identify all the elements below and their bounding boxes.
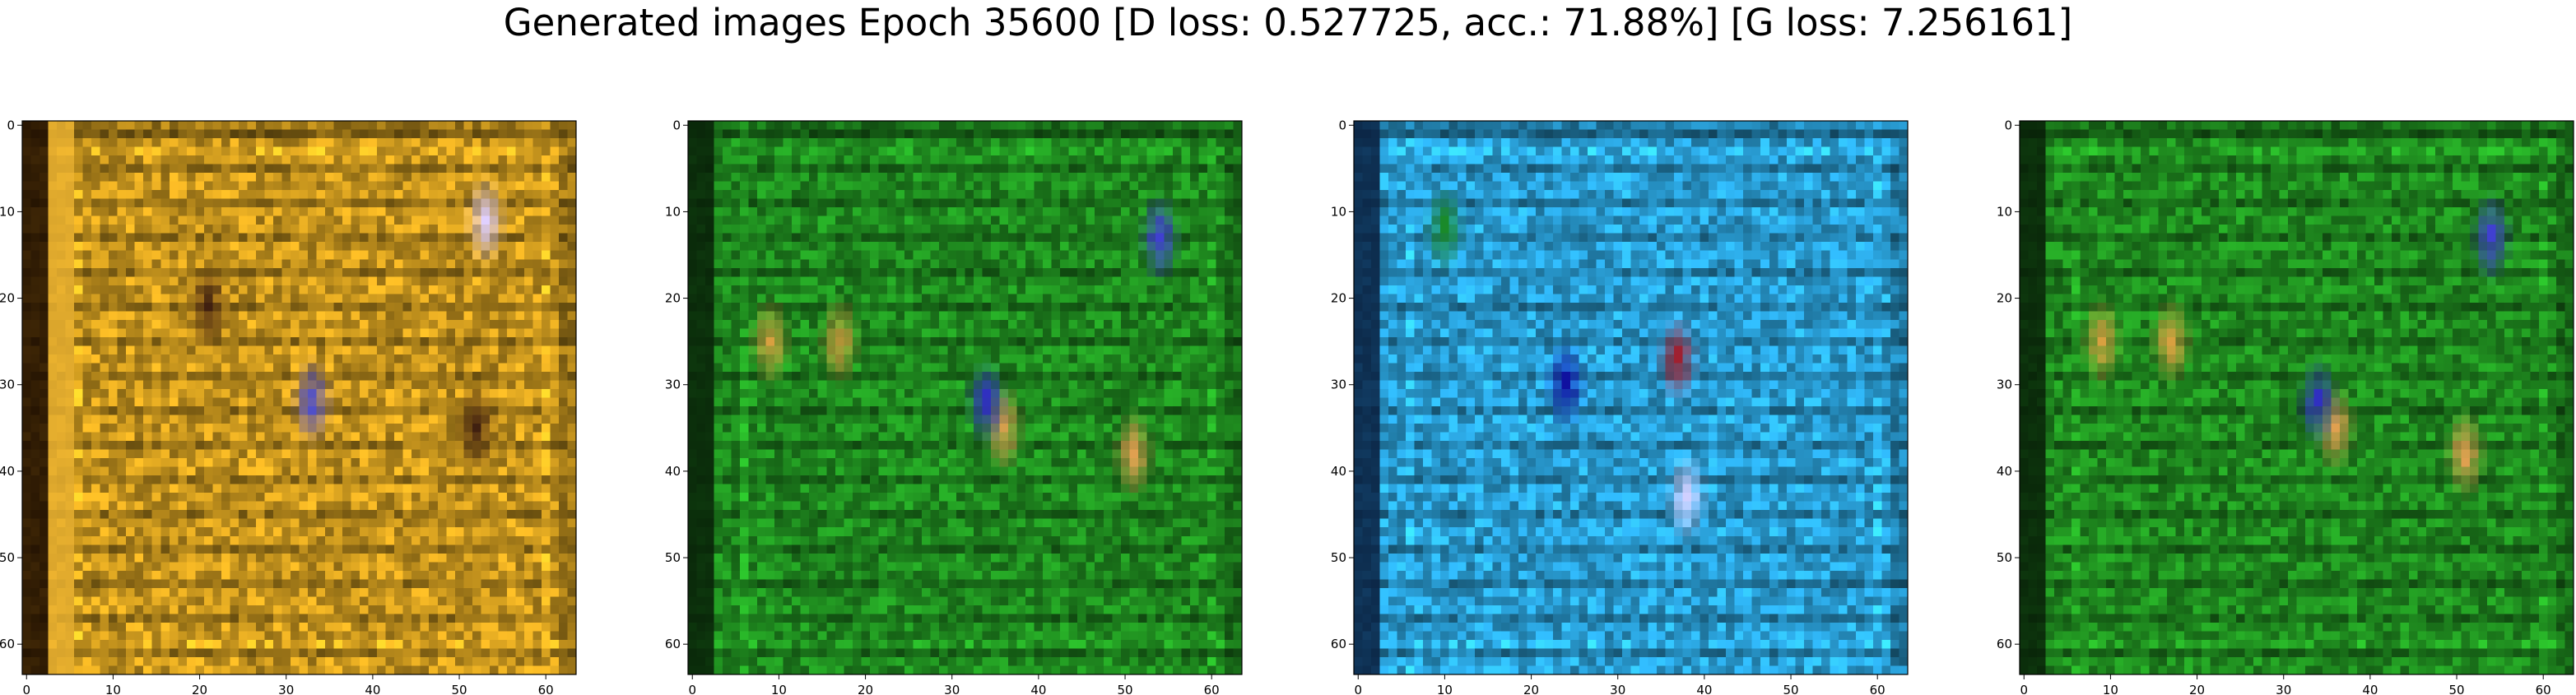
y-tick-label: 40 <box>665 464 681 479</box>
y-tick-label: 50 <box>1997 550 2012 565</box>
x-tick-label: 50 <box>1117 683 1132 695</box>
x-tick-label: 20 <box>858 683 873 695</box>
y-tick-label: 40 <box>1997 464 2012 479</box>
y-tick-label: 20 <box>1331 291 1346 306</box>
y-tick-label: 30 <box>1997 378 2012 392</box>
axes-frame <box>21 120 577 675</box>
x-tick-label: 30 <box>2276 683 2291 695</box>
subplot-1: 0 10 20 30 40 50 60 0 10 20 30 40 50 60 <box>0 118 577 695</box>
y-tick-label: 0 <box>1338 118 1346 132</box>
x-tick-label: 60 <box>2536 683 2551 695</box>
x-tick-label: 30 <box>944 683 960 695</box>
x-tick-label: 20 <box>192 683 207 695</box>
x-tick-label: 50 <box>1783 683 1798 695</box>
y-tick-label: 20 <box>665 291 681 306</box>
x-tick-label: 20 <box>2189 683 2205 695</box>
y-tick-label: 60 <box>0 637 15 651</box>
y-tick-label: 20 <box>0 291 15 306</box>
generated-image-3 <box>1354 121 1909 675</box>
x-tick-label: 10 <box>1437 683 1453 695</box>
y-tick-label: 40 <box>0 464 15 479</box>
generated-image-2 <box>688 121 1243 675</box>
axes-frame <box>1353 120 1909 675</box>
y-tick-label: 60 <box>665 637 681 651</box>
x-tick-label: 40 <box>365 683 380 695</box>
x-tick-label: 20 <box>1523 683 1539 695</box>
x-tick-label: 40 <box>2362 683 2378 695</box>
x-tick-label: 60 <box>538 683 554 695</box>
y-tick-label: 30 <box>1331 378 1346 392</box>
x-tick-label: 0 <box>22 683 30 695</box>
subplot-2: 0 10 20 30 40 50 60 0 10 20 30 40 50 60 <box>665 118 1243 695</box>
x-tick-label: 0 <box>688 683 696 695</box>
y-tick-label: 30 <box>0 378 15 392</box>
y-tick-label: 60 <box>1997 637 2012 651</box>
subplot-4: 0 10 20 30 40 50 60 0 10 20 30 40 50 60 <box>1997 118 2574 695</box>
x-tick-label: 10 <box>2103 683 2118 695</box>
figure-title: Generated images Epoch 35600 [D loss: 0.… <box>503 1 2073 44</box>
y-tick-label: 50 <box>665 550 681 565</box>
x-tick-label: 60 <box>1204 683 1220 695</box>
x-tick-label: 30 <box>1610 683 1625 695</box>
y-tick-label: 10 <box>0 204 15 219</box>
x-tick-label: 0 <box>1354 683 1362 695</box>
x-tick-label: 30 <box>278 683 294 695</box>
generated-image-4 <box>2020 121 2574 675</box>
y-tick-label: 60 <box>1331 637 1346 651</box>
y-tick-label: 50 <box>0 550 15 565</box>
x-tick-label: 50 <box>2448 683 2464 695</box>
y-tick-label: 10 <box>1331 204 1346 219</box>
x-tick-label: 60 <box>1870 683 1886 695</box>
y-tick-label: 0 <box>672 118 681 132</box>
subplot-3: 0 10 20 30 40 50 60 0 10 20 30 40 50 60 <box>1331 118 1909 695</box>
y-tick-label: 20 <box>1997 291 2012 306</box>
y-tick-label: 0 <box>7 118 15 132</box>
y-tick-label: 40 <box>1331 464 1346 479</box>
y-tick-label: 30 <box>665 378 681 392</box>
x-tick-label: 40 <box>1030 683 1046 695</box>
x-tick-label: 10 <box>105 683 121 695</box>
axes-frame <box>2019 120 2574 675</box>
y-tick-label: 0 <box>2004 118 2012 132</box>
x-tick-label: 40 <box>1696 683 1712 695</box>
x-tick-label: 10 <box>771 683 787 695</box>
y-tick-label: 10 <box>665 204 681 219</box>
x-tick-label: 50 <box>451 683 467 695</box>
y-tick-label: 50 <box>1331 550 1346 565</box>
generated-image-1 <box>22 121 577 675</box>
y-tick-label: 10 <box>1997 204 2012 219</box>
x-tick-label: 0 <box>2020 683 2028 695</box>
axes-frame <box>687 120 1243 675</box>
